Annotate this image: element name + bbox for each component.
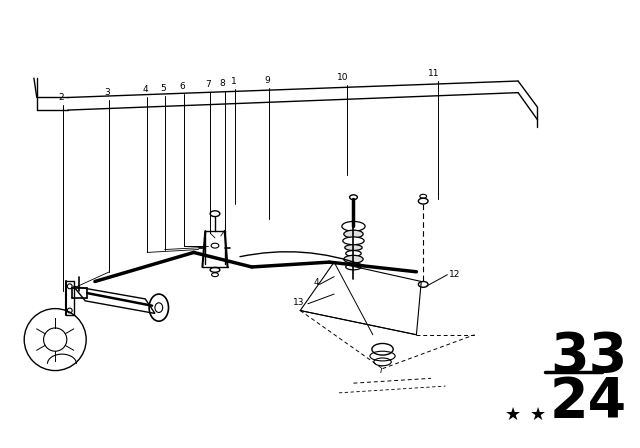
- Text: 13: 13: [292, 297, 304, 307]
- Ellipse shape: [346, 264, 361, 270]
- Text: 2: 2: [58, 93, 64, 102]
- Text: ★: ★: [529, 406, 545, 424]
- Ellipse shape: [344, 230, 363, 238]
- Text: 24: 24: [550, 375, 627, 430]
- Text: 1: 1: [230, 77, 236, 86]
- Ellipse shape: [342, 221, 365, 231]
- Text: 7: 7: [205, 80, 211, 89]
- Text: 12: 12: [449, 270, 461, 279]
- Text: 5: 5: [160, 84, 166, 93]
- Ellipse shape: [343, 237, 364, 245]
- Ellipse shape: [349, 195, 357, 200]
- Text: 8: 8: [220, 79, 226, 88]
- Text: 9: 9: [264, 76, 270, 85]
- Text: 11: 11: [428, 69, 440, 78]
- Text: 33: 33: [550, 330, 627, 384]
- Ellipse shape: [344, 255, 363, 263]
- Text: ★: ★: [505, 406, 522, 424]
- Text: 3: 3: [104, 89, 110, 98]
- Ellipse shape: [346, 250, 361, 256]
- Text: 10: 10: [337, 73, 349, 82]
- Text: i: i: [380, 366, 382, 375]
- Text: 6: 6: [179, 82, 185, 90]
- Text: 4: 4: [143, 85, 148, 94]
- Text: 4: 4: [314, 278, 319, 287]
- Ellipse shape: [345, 245, 362, 250]
